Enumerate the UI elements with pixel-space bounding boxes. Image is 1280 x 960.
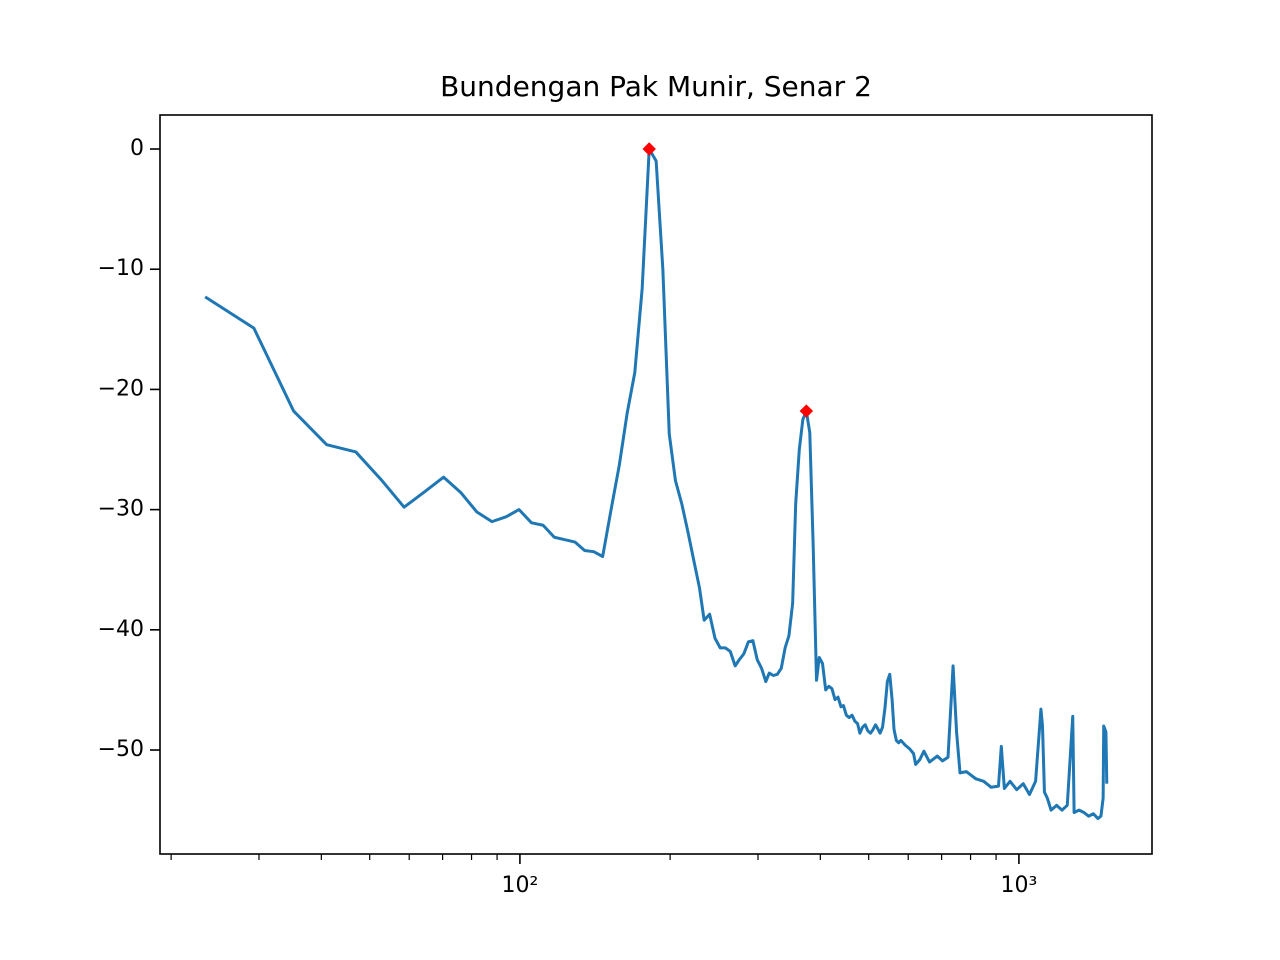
peak-marker [642,142,656,156]
y-tick-label: −20 [98,376,144,401]
peak-marker [799,404,814,418]
plot-frame [159,114,1153,855]
y-tick-label: −40 [98,617,144,642]
x-tick-label: 10³ [1000,873,1037,898]
y-tick-label: −10 [98,256,144,281]
y-tick-label: −50 [98,737,144,762]
chart-title: Bundengan Pak Munir, Senar 2 [440,70,872,103]
line-series [204,147,1109,821]
y-tick-label: 0 [130,136,144,161]
y-tick-label: −30 [98,497,144,522]
x-tick-label: 10² [501,873,538,898]
